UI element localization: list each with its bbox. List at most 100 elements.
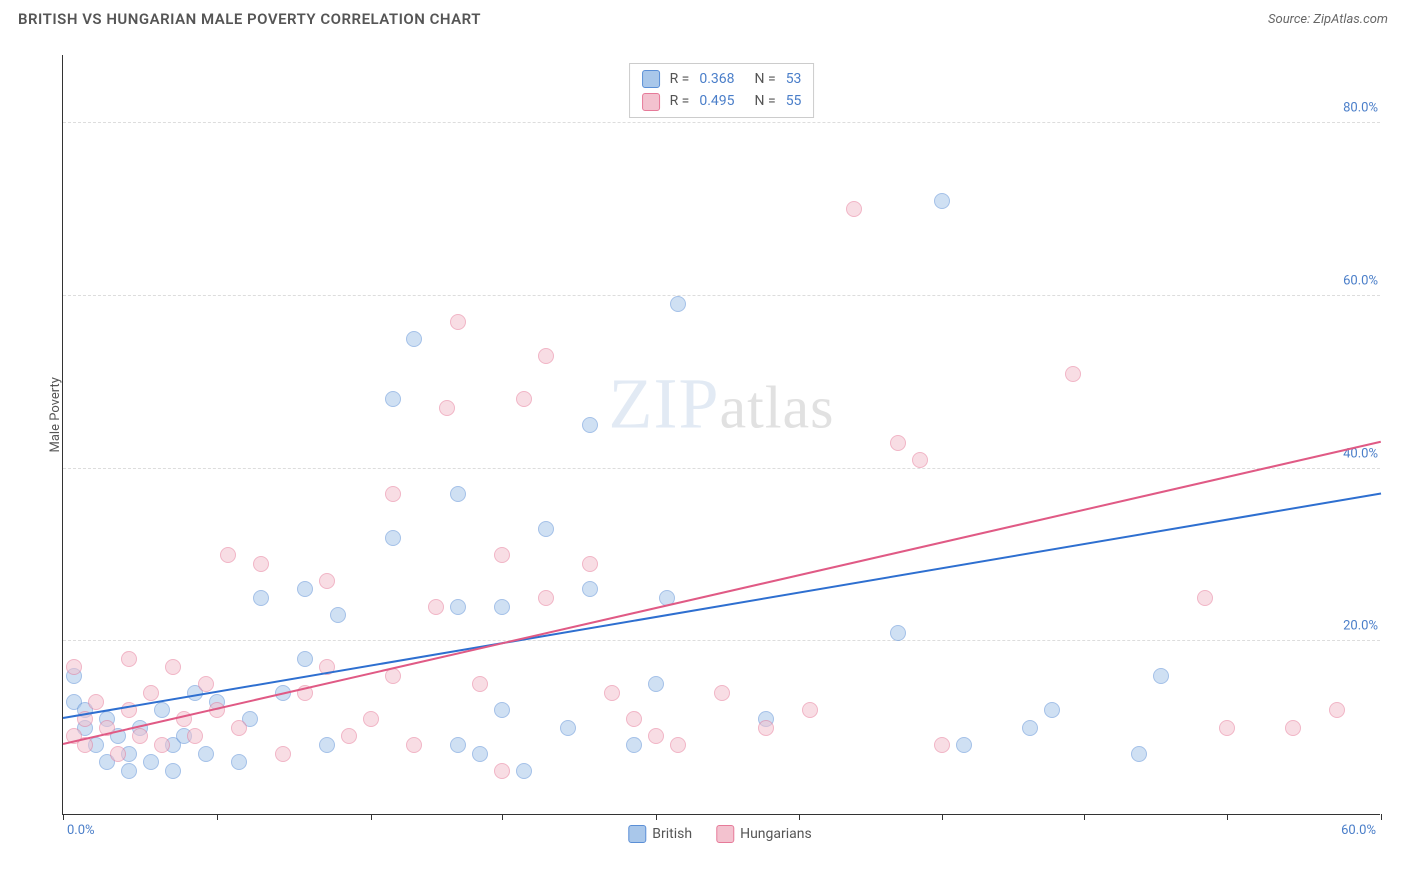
scatter-point (1197, 590, 1213, 606)
scatter-point (890, 435, 906, 451)
scatter-point (582, 581, 598, 597)
scatter-point (1329, 702, 1345, 718)
scatter-point (121, 651, 137, 667)
scatter-point (714, 685, 730, 701)
scatter-point (538, 521, 554, 537)
scatter-point (341, 728, 357, 744)
scatter-point (912, 452, 928, 468)
scatter-point (297, 651, 313, 667)
scatter-point (494, 547, 510, 563)
r-value: 0.495 (699, 90, 734, 112)
scatter-point (538, 590, 554, 606)
x-tick (1084, 814, 1085, 820)
y-axis-label: Male Poverty (48, 377, 63, 452)
scatter-point (363, 711, 379, 727)
scatter-point (319, 737, 335, 753)
scatter-point (670, 737, 686, 753)
x-tick (371, 814, 372, 820)
scatter-point (626, 711, 642, 727)
scatter-point (231, 754, 247, 770)
scatter-point (198, 746, 214, 762)
scatter-point (385, 486, 401, 502)
scatter-point (1022, 720, 1038, 736)
scatter-point (330, 607, 346, 623)
scatter-point (198, 676, 214, 692)
scatter-point (560, 720, 576, 736)
scatter-point (494, 702, 510, 718)
chart-header: BRITISH VS HUNGARIAN MALE POVERTY CORREL… (0, 0, 1406, 34)
scatter-point (231, 720, 247, 736)
x-tick (63, 814, 64, 820)
scatter-point (1065, 366, 1081, 382)
n-label: N = (755, 68, 776, 90)
scatter-point (604, 685, 620, 701)
scatter-point (758, 720, 774, 736)
scatter-point (538, 348, 554, 364)
chart-title: BRITISH VS HUNGARIAN MALE POVERTY CORREL… (18, 10, 481, 28)
scatter-point (1219, 720, 1235, 736)
scatter-point (187, 728, 203, 744)
scatter-point (143, 685, 159, 701)
scatter-point (670, 296, 686, 312)
scatter-point (428, 599, 444, 615)
scatter-point (934, 737, 950, 753)
watermark-atlas: atlas (720, 375, 835, 441)
x-tick (799, 814, 800, 820)
scatter-point (494, 763, 510, 779)
scatter-point (253, 556, 269, 572)
scatter-point (934, 193, 950, 209)
scatter-point (165, 659, 181, 675)
scatter-point (385, 391, 401, 407)
scatter-point (132, 728, 148, 744)
scatter-point (253, 590, 269, 606)
plot-area: ZIPatlas R =0.368N =53R =0.495N =55 20.0… (62, 55, 1380, 815)
scatter-point (1153, 668, 1169, 684)
scatter-point (121, 763, 137, 779)
legend-swatch (716, 825, 734, 843)
n-value: 55 (786, 90, 802, 112)
scatter-point (648, 728, 664, 744)
scatter-point (385, 530, 401, 546)
scatter-point (890, 625, 906, 641)
scatter-point (88, 694, 104, 710)
scatter-point (154, 737, 170, 753)
watermark-zip: ZIP (609, 364, 720, 444)
x-tick-label: 0.0% (67, 823, 95, 838)
scatter-point (165, 763, 181, 779)
chart-container: Male Poverty ZIPatlas R = 0.368 N = 53 R = 0.… (50, 45, 1390, 845)
scatter-point (1044, 702, 1060, 718)
scatter-point (439, 400, 455, 416)
scatter-point (582, 417, 598, 433)
scatter-point (472, 676, 488, 692)
bottom-legend: British Hungarians (628, 825, 811, 843)
scatter-point (406, 331, 422, 347)
legend-swatch (642, 70, 660, 88)
n-value: 53 (786, 68, 802, 90)
scatter-point (450, 599, 466, 615)
scatter-point (516, 763, 532, 779)
legend-item: British (628, 825, 692, 843)
x-tick (1381, 814, 1382, 820)
stats-row: R =0.495N =55 (642, 90, 802, 112)
scatter-point (66, 659, 82, 675)
scatter-point (1131, 746, 1147, 762)
x-tick (942, 814, 943, 820)
legend-swatch (628, 825, 646, 843)
scatter-point (450, 314, 466, 330)
gridline (63, 295, 1380, 296)
legend-label: British (652, 826, 692, 842)
scatter-point (220, 547, 236, 563)
legend-item: Hungarians (716, 825, 812, 843)
legend-swatch (642, 93, 660, 111)
r-label: R = (670, 68, 690, 90)
r-label: R = (670, 90, 690, 112)
stats-row: R = 0.368 N = 53 (642, 68, 802, 90)
watermark: ZIPatlas (609, 363, 835, 446)
r-value: 0.368 (699, 68, 734, 90)
scatter-point (319, 573, 335, 589)
scatter-point (297, 581, 313, 597)
scatter-point (846, 201, 862, 217)
y-tick-label: 60.0% (1339, 273, 1382, 288)
gridline (63, 468, 1380, 469)
x-tick (1227, 814, 1228, 820)
